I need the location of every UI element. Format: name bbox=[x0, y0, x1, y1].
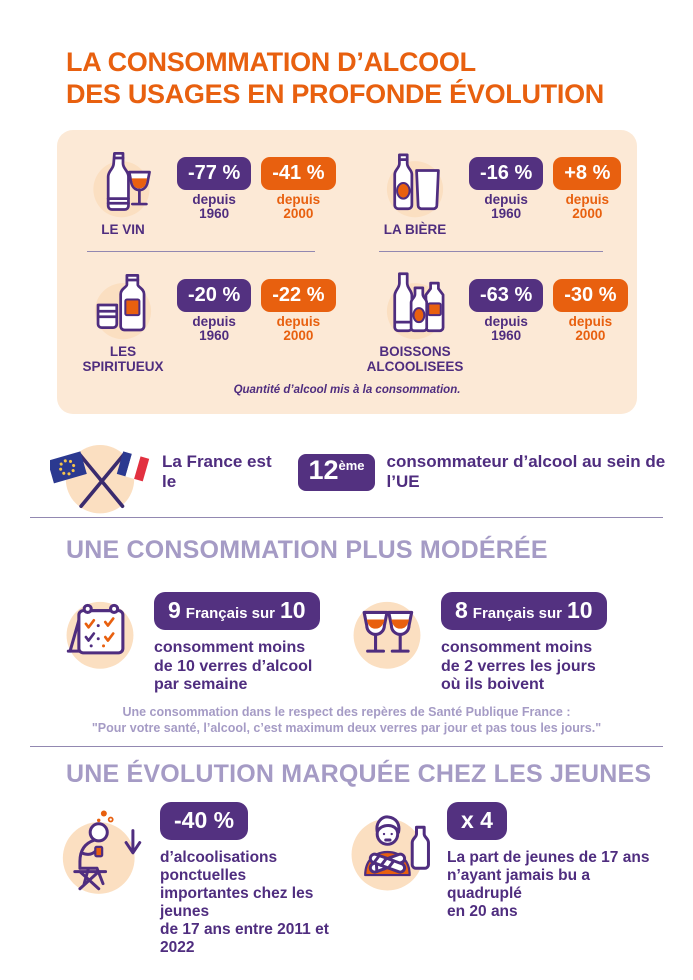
sante-publique-note: Une consommation dans le respect des rep… bbox=[91, 705, 602, 736]
boissons-icon-wrap: BOISSONS ALCOOLISEES bbox=[363, 266, 467, 374]
drink-item-biere: LA BIÈRE -16 % depuis 1960 +8 % depuis bbox=[349, 144, 637, 251]
badge-col: +8 % depuis 2000 bbox=[553, 157, 622, 222]
x4-badge: x 4 bbox=[447, 802, 507, 840]
badge-caption: depuis 1960 bbox=[192, 192, 236, 222]
france-rank-text: La France est le 12ème consommateur d’al… bbox=[162, 452, 693, 492]
young-man-refusing-bottle-icon bbox=[351, 815, 430, 891]
france-rank-row: La France est le 12ème consommateur d’al… bbox=[50, 427, 693, 517]
stat-x4: x 4 La part de jeunes de 17 ans n’ayant … bbox=[343, 796, 656, 957]
eu-flag bbox=[50, 451, 87, 484]
rank-badge: 12ème bbox=[298, 453, 375, 491]
biere-badges: -16 % depuis 1960 +8 % depuis 2000 bbox=[469, 157, 622, 222]
assorted-bottles-icon bbox=[386, 272, 445, 340]
badge-col: -16 % depuis 1960 bbox=[469, 157, 544, 222]
stat-description: La part de jeunes de 17 ans n’ayant jama… bbox=[447, 849, 650, 920]
section-divider-1 bbox=[30, 517, 663, 518]
two-wine-glasses-icon bbox=[353, 601, 421, 669]
french-flag bbox=[116, 451, 150, 482]
stat-badge-2000: +8 % bbox=[553, 157, 622, 190]
vin-icon-wrap: LE VIN bbox=[71, 144, 175, 237]
panel-caption: Quantité d’alcool mis à la consommation. bbox=[233, 384, 461, 397]
france-text-after: consommateur d’alcool au sein de l’UE bbox=[386, 452, 666, 491]
badge-caption: depuis 2000 bbox=[276, 192, 321, 222]
crossed-flags-icon bbox=[50, 445, 150, 514]
stat-badge-1960: -77 % bbox=[177, 157, 252, 190]
eight-sur-dix-badge: 8 Français sur 10 bbox=[441, 592, 607, 630]
slumped-drinking-person-icon bbox=[62, 810, 142, 894]
row-divider-right bbox=[379, 251, 603, 252]
stat-badge-1960: -16 % bbox=[469, 157, 544, 190]
biere-icon-wrap: LA BIÈRE bbox=[363, 144, 467, 237]
heading-jeunes: UNE ÉVOLUTION MARQUÉE CHEZ LES JEUNES bbox=[66, 760, 652, 788]
wine-bottle-glass-icon bbox=[93, 151, 151, 218]
stat-description: consomment moins de 2 verres les jours o… bbox=[441, 639, 596, 694]
badge-col: -77 % depuis 1960 bbox=[177, 157, 252, 222]
drinks-grid: LE VIN -77 % depuis 1960 -41 % depuis bbox=[57, 130, 637, 396]
calendar-checkmarks-icon bbox=[66, 601, 134, 669]
stat-body: 9 Français sur 10 consomment moins de 10 v… bbox=[154, 592, 320, 695]
badge-col: -63 % depuis 1960 bbox=[469, 279, 544, 344]
badge-col: -22 % depuis 2000 bbox=[261, 279, 336, 344]
drink-item-spiritueux: LES SPIRITUEUX -20 % depuis 1960 -22 % d… bbox=[57, 266, 349, 374]
drink-item-vin: LE VIN -77 % depuis 1960 -41 % depuis bbox=[57, 144, 349, 251]
moins-40-badge: -40 % bbox=[160, 802, 249, 840]
badge-caption: depuis 2000 bbox=[276, 314, 321, 344]
stat-body: 8 Français sur 10 consomment moins de 2 ve… bbox=[441, 592, 607, 695]
nine-sur-dix-badge: 9 Français sur 10 bbox=[154, 592, 320, 630]
badge-caption: depuis 1960 bbox=[484, 314, 528, 344]
stat-body: x 4 La part de jeunes de 17 ans n’ayant … bbox=[447, 802, 656, 921]
badge-caption: depuis 1960 bbox=[192, 314, 236, 344]
page-title: LA CONSOMMATION D’ALCOOL DES USAGES EN P… bbox=[66, 46, 604, 111]
boissons-badges: -63 % depuis 1960 -30 % depuis 2000 bbox=[469, 279, 628, 343]
beer-bottle-glass-icon bbox=[386, 153, 444, 218]
badge-caption: depuis 2000 bbox=[568, 314, 613, 344]
stat-9-sur-10: 9 Français sur 10 consomment moins de 10 v… bbox=[56, 586, 343, 695]
stat-badge-2000: -41 % bbox=[261, 157, 336, 190]
stat-description: consomment moins de 10 verres d’alcool p… bbox=[154, 639, 313, 694]
spiritueux-icon-wrap: LES SPIRITUEUX bbox=[71, 266, 175, 374]
heading-moderation: UNE CONSOMMATION PLUS MODÉRÉE bbox=[66, 536, 548, 564]
france-text-before: La France est le bbox=[162, 452, 272, 491]
stat-description: d’alcoolisations ponctuelles importantes… bbox=[160, 849, 329, 956]
drink-label: LA BIÈRE bbox=[383, 222, 447, 237]
stat-badge-2000: -30 % bbox=[553, 279, 628, 312]
badge-caption: depuis 2000 bbox=[565, 192, 610, 222]
row-divider-left bbox=[87, 251, 315, 252]
page-title-line2: DES USAGES EN PROFONDE ÉVOLUTION bbox=[66, 79, 604, 110]
stat-badge-1960: -63 % bbox=[469, 279, 544, 312]
drinks-consumption-panel: LE VIN -77 % depuis 1960 -41 % depuis bbox=[57, 130, 637, 414]
stat-8-sur-10: 8 Français sur 10 consomment moins de 2 ve… bbox=[343, 586, 656, 695]
badge-caption: depuis 1960 bbox=[484, 192, 528, 222]
vin-badges: -77 % depuis 1960 -41 % depuis 2000 bbox=[177, 157, 336, 221]
stat-badge-1960: -20 % bbox=[177, 279, 252, 312]
spiritueux-badges: -20 % depuis 1960 -22 % depuis 2000 bbox=[177, 279, 336, 343]
badge-col: -30 % depuis 2000 bbox=[553, 279, 628, 344]
badge-col: -20 % depuis 1960 bbox=[177, 279, 252, 344]
drink-label: BOISSONS ALCOOLISEES bbox=[366, 344, 464, 375]
drink-item-boissons: BOISSONS ALCOOLISEES -63 % depuis 1960 -… bbox=[349, 266, 637, 374]
stat-body: -40 % d’alcoolisations ponctuelles impor… bbox=[160, 802, 343, 957]
drink-label: LES SPIRITUEUX bbox=[82, 344, 164, 375]
moderation-stats-row: 9 Français sur 10 consomment moins de 10 v… bbox=[56, 586, 656, 695]
stat-badge-2000: -22 % bbox=[261, 279, 336, 312]
jeunes-stats-row: -40 % d’alcoolisations ponctuelles impor… bbox=[56, 796, 656, 957]
drink-label: LE VIN bbox=[101, 222, 145, 237]
stat-moins-40: -40 % d’alcoolisations ponctuelles impor… bbox=[56, 796, 343, 957]
section-divider-2 bbox=[30, 746, 663, 747]
spirits-bottle-tumbler-icon bbox=[94, 273, 152, 340]
badge-col: -41 % depuis 2000 bbox=[261, 157, 336, 222]
page-title-line1: LA CONSOMMATION D’ALCOOL bbox=[66, 47, 476, 77]
